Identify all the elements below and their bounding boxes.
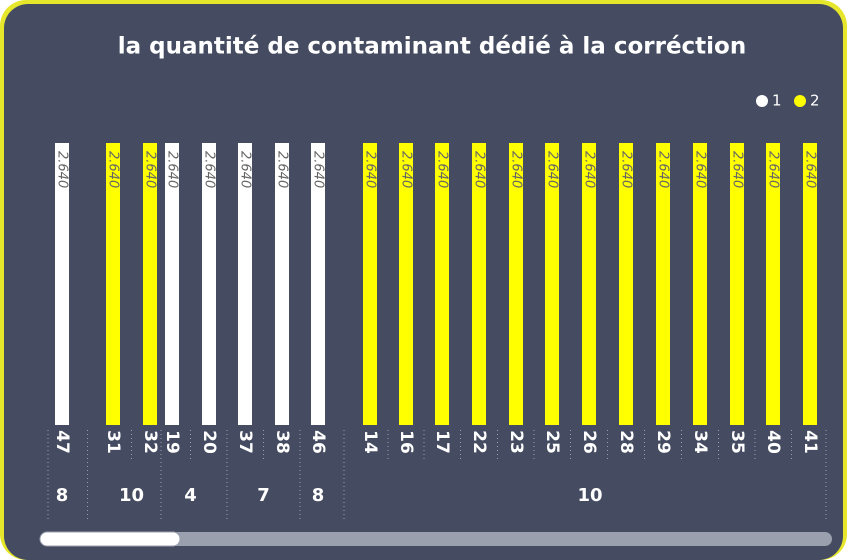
bar <box>106 143 120 425</box>
value-label: 2.640 <box>435 151 450 188</box>
value-label: 2.640 <box>363 151 378 188</box>
value-label: 2.640 <box>55 151 70 188</box>
bar <box>143 143 157 425</box>
x-tick-label: 29 <box>653 430 673 454</box>
legend-marker <box>794 95 806 107</box>
bar <box>803 143 817 425</box>
bar <box>275 143 289 425</box>
x-tick-label: 22 <box>469 430 489 454</box>
value-label: 2.640 <box>693 151 708 188</box>
value-label: 2.640 <box>656 151 671 188</box>
group-label: 10 <box>119 485 144 506</box>
x-tick-label: 47 <box>52 430 72 454</box>
bar <box>55 143 69 425</box>
value-label: 2.640 <box>766 151 781 188</box>
legend-label: 1 <box>772 92 782 110</box>
bar <box>730 143 744 425</box>
group-label: 7 <box>257 485 270 506</box>
group-label: 4 <box>184 485 197 506</box>
bar <box>435 143 449 425</box>
value-label: 2.640 <box>165 151 180 188</box>
x-tick-label: 38 <box>272 430 292 454</box>
x-tick-label: 23 <box>506 430 526 454</box>
x-tick-label: 20 <box>199 430 219 454</box>
value-label: 2.640 <box>545 151 560 188</box>
bar <box>656 143 670 425</box>
scrollbar-thumb[interactable] <box>39 531 181 547</box>
value-label: 2.640 <box>619 151 634 188</box>
bar <box>472 143 486 425</box>
x-tick-label: 14 <box>360 430 380 454</box>
bar <box>238 143 252 425</box>
scrollbar-track[interactable] <box>40 532 832 546</box>
legend-marker <box>756 95 768 107</box>
value-label: 2.640 <box>399 151 414 188</box>
bar <box>311 143 325 425</box>
bar <box>582 143 596 425</box>
value-label: 2.640 <box>730 151 745 188</box>
x-tick-label: 35 <box>727 430 747 454</box>
value-label: 2.640 <box>509 151 524 188</box>
value-label: 2.640 <box>238 151 253 188</box>
value-label: 2.640 <box>472 151 487 188</box>
x-tick-label: 40 <box>763 430 783 454</box>
x-tick-label: 26 <box>579 430 599 454</box>
bar <box>619 143 633 425</box>
chart-title: la quantité de contaminant dédié à la co… <box>118 34 747 60</box>
x-tick-label: 19 <box>162 430 182 454</box>
bar <box>202 143 216 425</box>
bar <box>165 143 179 425</box>
value-label: 2.640 <box>143 151 158 188</box>
group-label: 10 <box>577 485 602 506</box>
card <box>4 4 843 560</box>
value-label: 2.640 <box>106 151 121 188</box>
x-tick-label: 16 <box>396 430 416 454</box>
group-label: 8 <box>56 485 69 506</box>
bar <box>509 143 523 425</box>
x-tick-label: 37 <box>235 430 255 454</box>
x-tick-label: 17 <box>432 430 452 454</box>
bar <box>399 143 413 425</box>
x-tick-label: 34 <box>690 430 710 454</box>
bar <box>766 143 780 425</box>
x-tick-label: 32 <box>140 430 160 454</box>
value-label: 2.640 <box>202 151 217 188</box>
x-tick-label: 28 <box>616 430 636 454</box>
x-tick-label: 46 <box>308 430 328 454</box>
bar <box>693 143 707 425</box>
x-tick-label: 25 <box>542 430 562 454</box>
value-label: 2.640 <box>275 151 290 188</box>
bar <box>363 143 377 425</box>
value-label: 2.640 <box>311 151 326 188</box>
legend-label: 2 <box>810 92 820 110</box>
group-label: 8 <box>312 485 325 506</box>
x-tick-label: 31 <box>103 430 123 454</box>
bar <box>545 143 559 425</box>
x-tick-label: 41 <box>800 430 820 454</box>
value-label: 2.640 <box>582 151 597 188</box>
value-label: 2.640 <box>803 151 818 188</box>
